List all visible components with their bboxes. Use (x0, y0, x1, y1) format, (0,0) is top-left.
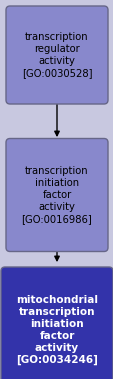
FancyBboxPatch shape (6, 138, 107, 252)
Text: transcription
initiation
factor
activity
[GO:0016986]: transcription initiation factor activity… (21, 166, 92, 224)
FancyBboxPatch shape (6, 6, 107, 104)
Text: mitochondrial
transcription
initiation
factor
activity
[GO:0034246]: mitochondrial transcription initiation f… (16, 295, 97, 365)
Text: transcription
regulator
activity
[GO:0030528]: transcription regulator activity [GO:003… (22, 32, 91, 78)
FancyBboxPatch shape (1, 267, 112, 379)
